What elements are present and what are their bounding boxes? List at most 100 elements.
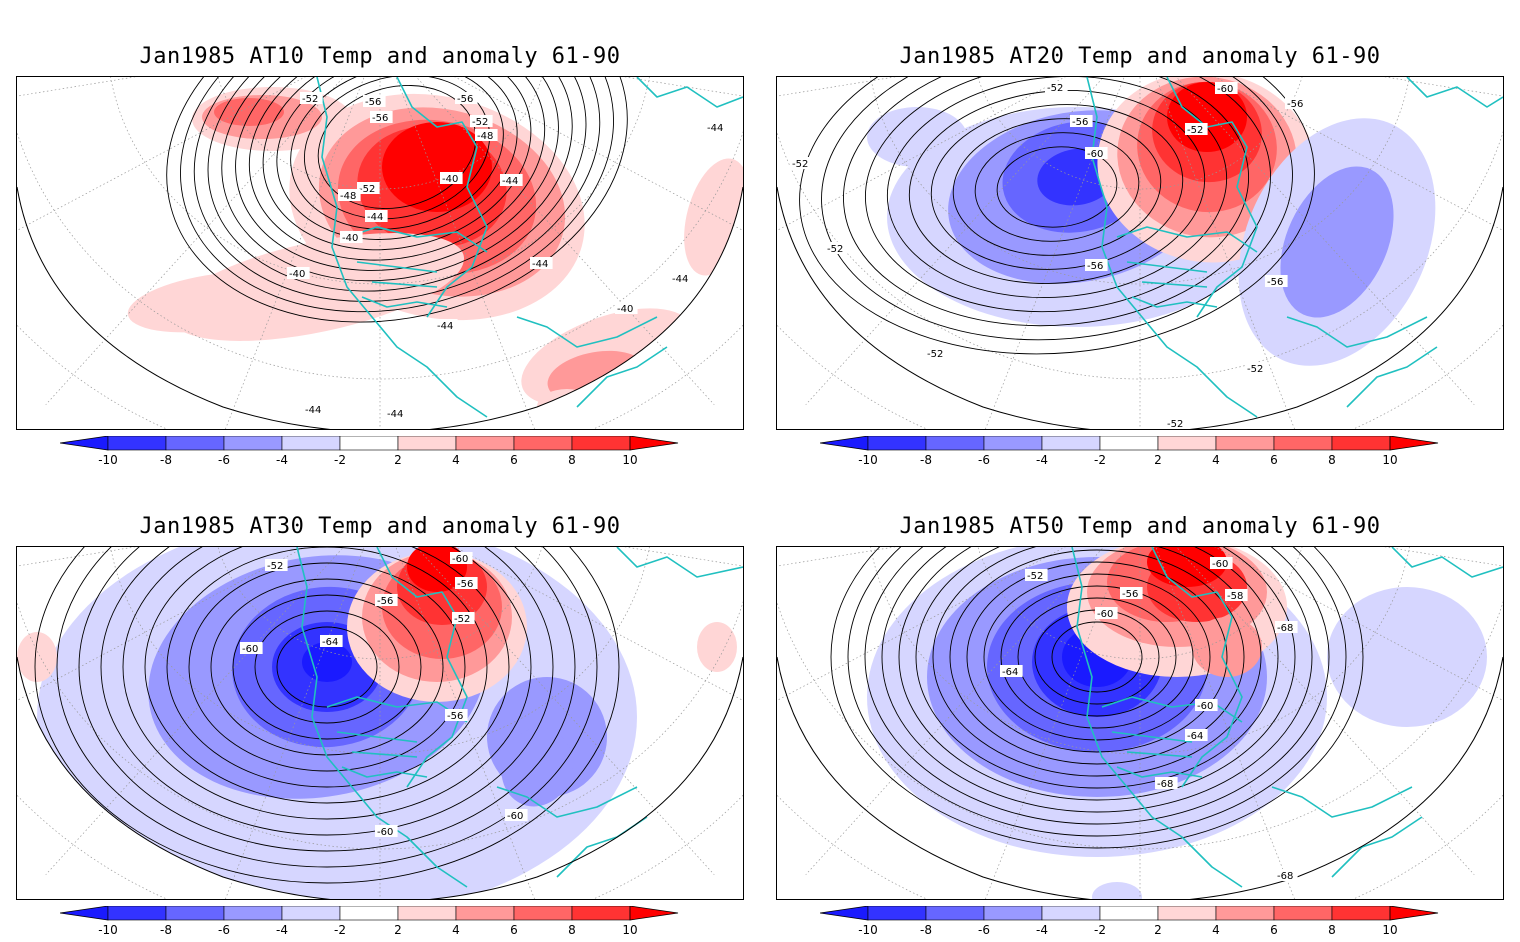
contour-line (56, 547, 598, 868)
contour-line (78, 547, 576, 852)
colorbar-tick-label: 10 (1382, 923, 1397, 937)
meridian-line (805, 77, 1105, 405)
colorbar-segment (1273, 436, 1333, 451)
coastline (356, 261, 438, 273)
contour-label-bg (363, 95, 386, 107)
contour-label: -60 (1197, 701, 1213, 712)
contour-label-bg (1095, 607, 1118, 619)
contour-label: -56 (447, 711, 463, 722)
contour-line (262, 77, 532, 251)
colorbar-segment (571, 436, 631, 451)
colorbar-tick-label: 4 (1212, 453, 1220, 467)
colorbar-tick-label: 4 (452, 453, 460, 467)
contour-label-bg (455, 577, 478, 589)
contour-label-bg (500, 174, 523, 186)
coastline (576, 346, 668, 408)
colorbar-segment (1099, 436, 1159, 451)
colorbar-segment (165, 906, 225, 921)
contour-label-bg (1210, 557, 1233, 569)
colorbar-tick-label: 2 (1154, 923, 1162, 937)
coastline (1286, 316, 1428, 348)
meridian-line (985, 77, 1125, 429)
colorbar-tick-label: -4 (1036, 453, 1048, 467)
colorbar-segment (1331, 906, 1391, 921)
contour-label: -44 (367, 212, 383, 223)
contour-label-bg (1215, 82, 1238, 94)
contour-label-bg (1000, 665, 1023, 677)
colorbar-segment (983, 906, 1043, 921)
contour-line (886, 77, 1228, 299)
contour-label-bg (440, 172, 463, 184)
contour-label-bg (705, 121, 728, 133)
contour-label: -56 (372, 113, 388, 124)
colorbar-tick-label: -2 (334, 923, 346, 937)
contour-label-bg (450, 552, 473, 564)
colorbar-segment (1215, 906, 1275, 921)
contour-line (144, 547, 510, 804)
coastlines (316, 77, 743, 418)
colorbar-segment (983, 436, 1043, 451)
contour-label: -56 (1287, 99, 1303, 110)
contour-label: -52 (1047, 83, 1063, 94)
contour-label: -40 (617, 304, 633, 315)
contour-label: -60 (1097, 609, 1113, 620)
colorbar: -10 -8 -6 -4 -2 2 4 6 8 10 (60, 436, 679, 467)
contour-line (915, 547, 1279, 789)
coastline (1071, 547, 1243, 888)
contour-label-bg (370, 111, 393, 123)
contour-label-bg (1225, 589, 1248, 601)
contour-label: -44 (305, 405, 321, 416)
coastline (1126, 261, 1208, 273)
panel-title: Jan1985 AT30 Temp and anomaly 61-90 (139, 514, 621, 539)
panel-title: Jan1985 AT20 Temp and anomaly 61-90 (899, 44, 1381, 69)
colorbar-tick-label: 6 (510, 453, 518, 467)
contour-label-bg (435, 319, 458, 331)
colorbar-segment (1157, 436, 1217, 451)
contour-label-bg (615, 302, 638, 314)
meridian-line (45, 77, 345, 405)
panel-title: Jan1985 AT10 Temp and anomaly 61-90 (139, 44, 621, 69)
temperature-contours (34, 547, 620, 884)
contour-label-bg (1085, 147, 1108, 159)
colorbar-tick-label: -6 (218, 923, 230, 937)
contour-label: -40 (442, 174, 458, 185)
contour-label-bg (1070, 115, 1093, 127)
colorbar-tick-label: -8 (160, 923, 172, 937)
contour-label: -40 (342, 233, 358, 244)
meridian-line (1155, 547, 1295, 899)
contour-label-bg (455, 92, 478, 104)
map-plot: -52 -60 -56 -56 -52 -60 -52 -52 -56 -56 -52 -52 -52 (777, 77, 1503, 429)
colorbar-segment (107, 436, 167, 451)
colorbar-arrow-left (60, 436, 109, 451)
coastlines (296, 547, 743, 888)
contour-line (799, 77, 1315, 355)
colorbar-tick-label: -2 (334, 453, 346, 467)
contour-label: -58 (1227, 591, 1243, 602)
coastline (326, 696, 468, 723)
coastline (316, 77, 488, 418)
contour-label-bg (1025, 569, 1048, 581)
colorbar-segment (397, 436, 457, 451)
colorbar-tick-label: 8 (568, 453, 576, 467)
contour-label: -44 (387, 409, 403, 420)
contour-label-bg (240, 642, 263, 654)
contour-line (290, 77, 504, 230)
contour-label: -60 (1212, 559, 1228, 570)
contour-label: -52 (302, 94, 318, 105)
contour-label: -64 (1002, 667, 1018, 678)
contour-label: -60 (452, 554, 468, 565)
graticule (17, 77, 743, 429)
contour-label-bg (470, 115, 493, 127)
contour-label-bg (790, 157, 813, 169)
coastline (496, 786, 638, 818)
contour-line (930, 104, 1184, 270)
colorbar-segment (1157, 906, 1217, 921)
colorbar-tick-label: 4 (452, 923, 460, 937)
contour-label: -56 (1122, 589, 1138, 600)
contour-label: -56 (457, 579, 473, 590)
contour-label: -52 (827, 244, 843, 255)
contour-label: -52 (359, 184, 375, 195)
contour-label-bg (300, 92, 323, 104)
coastline (616, 547, 743, 578)
anomaly-field (867, 77, 1436, 366)
